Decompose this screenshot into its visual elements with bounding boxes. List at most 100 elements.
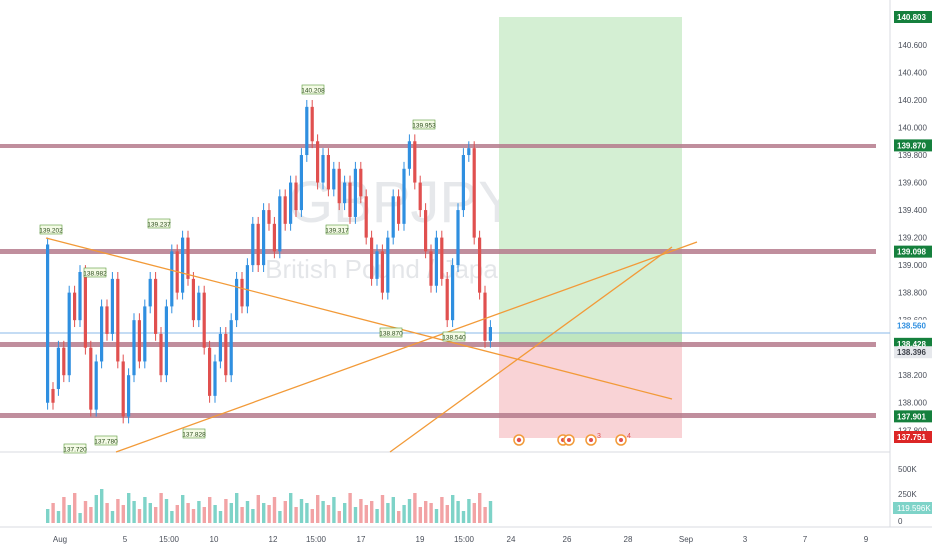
volume-tick: 250K: [898, 490, 917, 499]
volume-bar: [83, 501, 88, 523]
volume-bar: [397, 511, 401, 523]
volume-bar: [321, 501, 325, 523]
volume-last-label: 119.596K: [897, 504, 931, 513]
volume-bar: [197, 501, 201, 523]
candle-body: [256, 223, 260, 266]
volume-bar: [262, 503, 266, 523]
time-axis[interactable]: Aug 5 15:00 10 12 15:00 17 19 15:00 24 26 28 Sep 3 7 9: [53, 535, 869, 544]
price-tick: 139.800: [898, 151, 927, 160]
time-tick: 15:00: [159, 535, 180, 544]
candle-body: [251, 223, 255, 266]
swing-label: 139.953: [412, 123, 436, 130]
time-tick: 10: [210, 535, 219, 544]
candle-body: [370, 237, 374, 279]
candle-body: [67, 292, 71, 376]
candle-body: [245, 265, 249, 307]
price-label-bg: [894, 319, 932, 332]
price-label: 139.870: [897, 141, 926, 150]
time-tick: 19: [416, 535, 425, 544]
time-tick: Aug: [53, 535, 67, 544]
time-tick: 15:00: [306, 535, 327, 544]
volume-bar: [213, 505, 217, 523]
price-label-bg: [894, 11, 932, 23]
candle-body: [235, 278, 239, 321]
swing-label: 138.870: [379, 331, 403, 338]
candle-body: [218, 333, 222, 362]
candle-body: [445, 278, 449, 321]
trendlines[interactable]: [45, 237, 698, 453]
swing-label: 137.828: [182, 432, 206, 439]
candle-body: [154, 278, 158, 334]
candle-body: [278, 196, 282, 252]
price-label: 138.428: [897, 340, 926, 349]
volume-bar: [267, 505, 271, 523]
volume-axis: 500K 250K 0 119.596K: [893, 465, 932, 526]
volume-bar: [251, 509, 255, 523]
candle-body: [51, 388, 55, 403]
candle-body: [62, 347, 66, 376]
volume-bar: [337, 511, 341, 523]
price-label: 140.803: [897, 13, 926, 22]
candle-body: [73, 292, 77, 321]
candle-body: [110, 278, 114, 334]
level-line-138428: [0, 342, 876, 347]
volume-bar: [46, 509, 50, 523]
event-markers[interactable]: 3 4: [513, 433, 631, 446]
candle-body: [451, 265, 455, 321]
volume-bar: [483, 507, 487, 523]
volume-bar: [348, 493, 352, 523]
swing-label-box: [182, 428, 206, 439]
candle-body: [121, 361, 125, 417]
candle-body: [262, 210, 266, 266]
candle-body: [348, 182, 352, 217]
volume-bar: [132, 501, 136, 523]
volume-bar: [191, 509, 196, 523]
candle-body: [191, 278, 195, 321]
candle-body: [316, 141, 320, 183]
price-label: 139.098: [897, 248, 926, 257]
volume-bar: [170, 511, 174, 523]
candle-body: [488, 327, 492, 341]
candle-body: [289, 182, 293, 224]
event-count-label: 3: [597, 433, 601, 440]
swing-label: 138.982: [83, 271, 107, 278]
candle-body: [272, 223, 276, 252]
volume-bar: [478, 493, 482, 523]
volume-bar: [143, 497, 147, 523]
candle-body: [208, 347, 212, 396]
price-tick: 139.400: [898, 206, 927, 215]
candle-body: [137, 320, 141, 362]
volume-bar: [326, 505, 331, 523]
candle-body: [429, 251, 433, 286]
volume-bar: [73, 493, 77, 523]
volume-last-label-bg: [893, 502, 932, 514]
candle-body: [483, 292, 487, 341]
volume-bar: [380, 495, 385, 523]
candle-body: [229, 320, 233, 376]
candle-body: [461, 155, 465, 211]
time-tick: 3: [743, 535, 748, 544]
candle-body: [83, 272, 87, 348]
candle-body: [305, 106, 309, 156]
swing-label: 139.317: [325, 228, 349, 235]
target-zone[interactable]: [499, 17, 682, 345]
volume-tick: 0: [898, 517, 903, 526]
candle-body: [78, 272, 82, 321]
price-label: 138.396: [897, 348, 926, 357]
candle-body: [343, 182, 347, 204]
price-axis[interactable]: 140.600 140.400 140.200 140.000 139.800 139.6…: [898, 41, 927, 435]
price-tick: 138.000: [898, 399, 927, 408]
candle-body: [143, 306, 147, 362]
volume-bar: [121, 505, 125, 523]
candle-body: [299, 155, 303, 211]
stop-zone[interactable]: [499, 345, 682, 438]
volume-bar: [467, 499, 471, 523]
volume-bar: [256, 495, 260, 523]
candle-body: [359, 168, 363, 197]
candle-body: [478, 237, 482, 293]
swing-label: 138.540: [442, 335, 466, 342]
candle-body: [472, 148, 476, 238]
volume-bar: [488, 501, 493, 523]
